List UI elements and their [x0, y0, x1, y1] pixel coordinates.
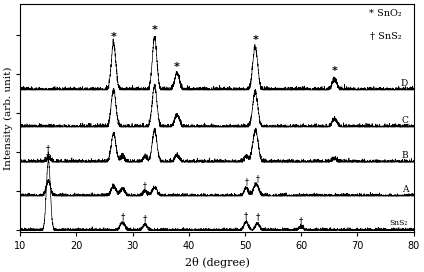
- Text: †: †: [255, 212, 259, 221]
- Text: †: †: [46, 144, 50, 153]
- Text: † SnS₂: † SnS₂: [370, 32, 402, 41]
- Text: †: †: [143, 181, 147, 190]
- Text: B: B: [402, 151, 408, 160]
- Y-axis label: Intensity (arb. unit): Intensity (arb. unit): [4, 66, 13, 170]
- Text: †: †: [244, 211, 248, 220]
- Text: SnS₂: SnS₂: [390, 219, 408, 227]
- Text: *: *: [252, 35, 258, 45]
- Text: *: *: [174, 62, 180, 72]
- Text: †: †: [120, 212, 125, 221]
- Text: †: †: [256, 174, 259, 183]
- Text: *: *: [152, 25, 158, 35]
- Text: †: †: [244, 178, 248, 187]
- Text: *: *: [332, 66, 338, 76]
- Text: A: A: [402, 185, 408, 194]
- Text: C: C: [401, 116, 408, 125]
- X-axis label: 2θ (degree): 2θ (degree): [184, 257, 249, 268]
- Text: †: †: [46, 151, 50, 160]
- Text: †: †: [299, 217, 304, 225]
- Text: †: †: [143, 214, 147, 223]
- Text: D: D: [401, 79, 408, 88]
- Text: *: *: [111, 32, 117, 42]
- Text: * SnO₂: * SnO₂: [369, 9, 402, 18]
